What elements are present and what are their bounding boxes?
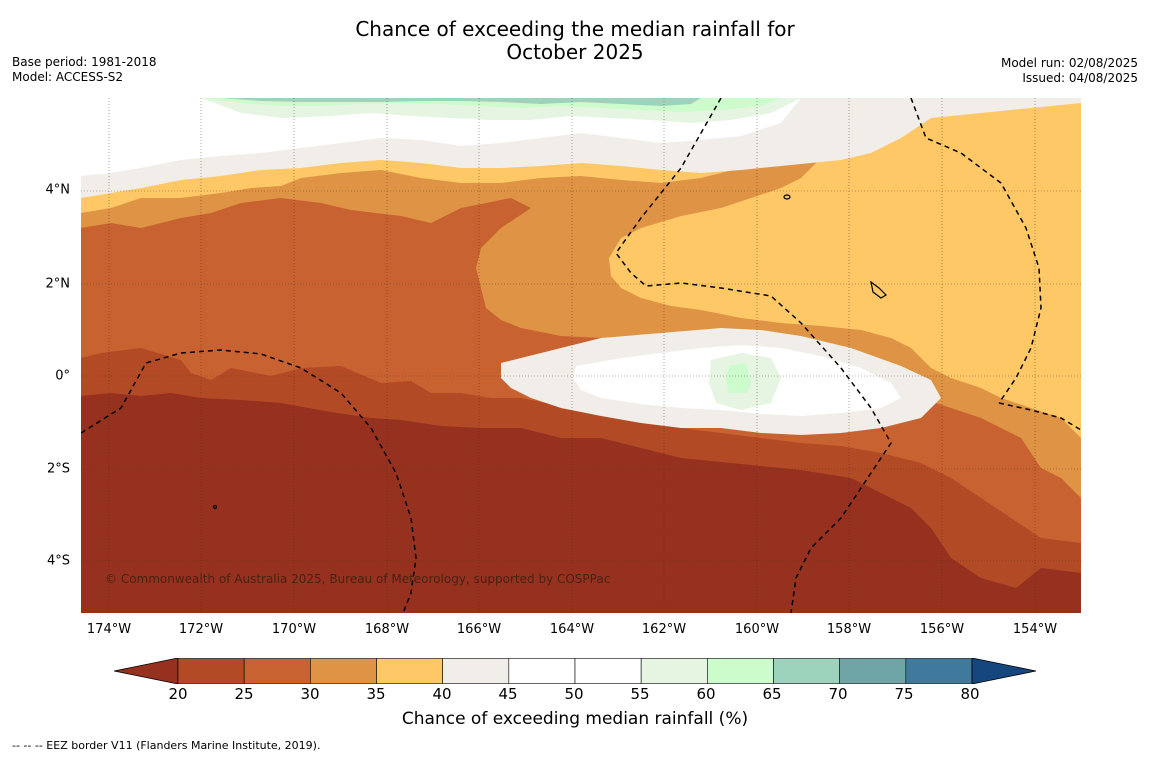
lon-label-154w: 154°W — [1012, 622, 1058, 637]
lat-label-4n: 4°N — [45, 182, 71, 198]
colorbar-tick: 70 — [828, 685, 848, 703]
colorbar-tick: 40 — [432, 685, 452, 703]
lon-label-172w: 172°W — [178, 622, 224, 637]
colorbar-segment — [243, 658, 311, 684]
colorbar-segment — [773, 658, 840, 684]
title-line-2: October 2025 — [506, 40, 644, 64]
colorbar-tick: 50 — [564, 685, 584, 703]
lon-label-156w: 156°W — [919, 622, 965, 637]
colorbar-tick: 25 — [234, 685, 254, 703]
colorbar-segment — [707, 658, 774, 684]
colorbar-ticks: 20 25 30 35 40 45 50 55 60 65 70 75 80 — [0, 684, 1150, 708]
lon-label-170w: 170°W — [271, 622, 317, 637]
colorbar — [113, 657, 1037, 685]
colorbar-svg — [113, 657, 1037, 685]
eez-legend-note: -- -- -- EEZ border V11 (Flanders Marine… — [12, 739, 321, 752]
lon-label-158w: 158°W — [826, 622, 872, 637]
lat-label-2n: 2°N — [45, 276, 71, 292]
rainfall-map — [81, 98, 1081, 613]
islands — [212, 194, 887, 510]
colorbar-segment — [376, 658, 443, 684]
colorbar-segment — [905, 658, 973, 684]
colorbar-extend-low — [113, 657, 179, 685]
lat-label-2s: 2°S — [46, 461, 70, 477]
lon-label-162w: 162°W — [641, 622, 687, 637]
band-40-45 — [81, 98, 1081, 438]
copyright-text: © Commonwealth of Australia 2025, Bureau… — [105, 572, 611, 586]
colorbar-tick: 35 — [366, 685, 386, 703]
map-svg — [81, 98, 1081, 613]
meta-left: Base period: 1981-2018 Model: ACCESS-S2 — [12, 55, 157, 85]
colorbar-segment — [640, 658, 708, 684]
lon-label-164w: 164°W — [549, 622, 595, 637]
model-text: Model: ACCESS-S2 — [12, 70, 124, 84]
meta-right: Model run: 02/08/2025 Issued: 04/08/2025 — [1001, 56, 1138, 86]
colorbar-tick: 60 — [696, 685, 716, 703]
colorbar-segment — [310, 658, 377, 684]
colorbar-tick: 55 — [630, 685, 650, 703]
lat-label-0: 0° — [55, 368, 70, 384]
colorbar-segment — [177, 658, 245, 684]
graticule — [81, 98, 1081, 613]
colorbar-tick: 80 — [960, 685, 980, 703]
colorbar-segment — [839, 658, 907, 684]
colorbar-label: Chance of exceeding median rainfall (%) — [401, 709, 749, 729]
colorbar-segment — [574, 658, 642, 684]
colorbar-extend-high — [971, 657, 1037, 685]
band-65-70 — [221, 98, 701, 106]
lon-label-160w: 160°W — [734, 622, 780, 637]
colorbar-tick: 45 — [498, 685, 518, 703]
eez-borders — [81, 98, 1081, 613]
title-line-1: Chance of exceeding the median rainfall … — [355, 17, 795, 41]
colorbar-tick: 65 — [762, 685, 782, 703]
colorbar-tick: 20 — [168, 685, 188, 703]
colorbar-tick: 75 — [894, 685, 914, 703]
colorbar-tick: 30 — [300, 685, 320, 703]
colorbar-segment — [508, 658, 576, 684]
model-run-text: Model run: 02/08/2025 — [1000, 56, 1138, 70]
band-60-65-equator — [726, 363, 751, 393]
lon-label-174w: 174°W — [86, 622, 132, 637]
map-title: Chance of exceeding the median rainfall … — [0, 18, 1150, 64]
colorbar-segment — [442, 658, 510, 684]
lon-label-168w: 168°W — [364, 622, 410, 637]
lon-label-166w: 166°W — [456, 622, 502, 637]
lat-label-4s: 4°S — [46, 553, 70, 569]
issued-text: Issued: 04/08/2025 — [1022, 71, 1138, 85]
base-period-text: Base period: 1981-2018 — [12, 55, 157, 69]
